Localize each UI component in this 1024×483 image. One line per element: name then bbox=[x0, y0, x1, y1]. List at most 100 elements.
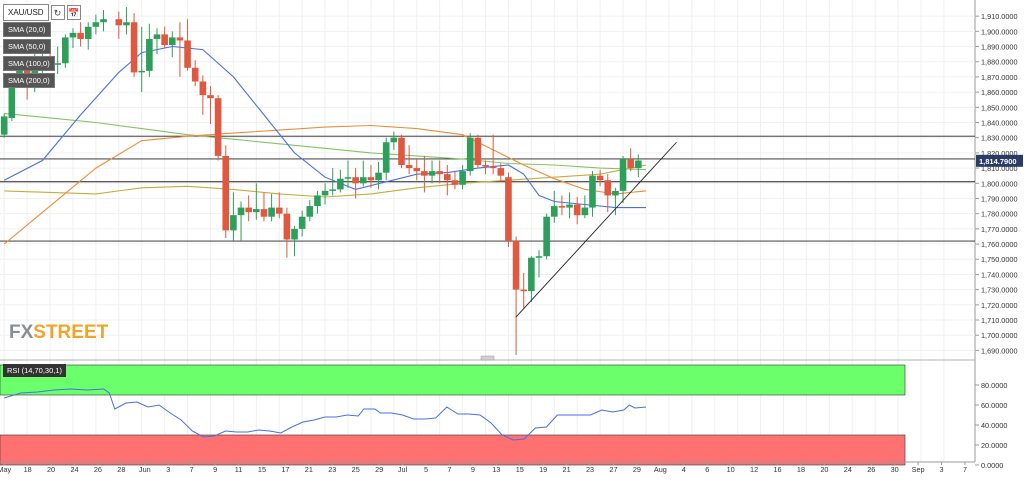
price-tick-label: 1,800.0000 bbox=[981, 179, 1018, 188]
rsi-panel: 80.0000 60.0000 40.0000 20.0000 0.0000 bbox=[0, 364, 1007, 470]
candle-down bbox=[115, 19, 123, 26]
date-tick-label: 19 bbox=[539, 465, 547, 474]
price-tick-label: 1,870.0000 bbox=[981, 73, 1018, 82]
candle-up bbox=[230, 215, 237, 231]
candle-up bbox=[619, 158, 627, 191]
date-tick-label: 30 bbox=[891, 465, 899, 474]
ascending-trendline bbox=[515, 141, 677, 318]
candle-down bbox=[352, 177, 359, 184]
fxstreet-watermark: FXSTREET bbox=[9, 322, 109, 343]
candle-down bbox=[604, 180, 612, 196]
legend-sma100[interactable]: SMA (100,0) bbox=[3, 56, 55, 71]
last-price-tag: 1,814.7900 bbox=[979, 157, 1017, 166]
date-tick-label: 6 bbox=[705, 465, 709, 474]
price-tick-label: 1,780.0000 bbox=[981, 210, 1018, 219]
candle-up bbox=[84, 26, 92, 39]
price-tick-label: 1,840.0000 bbox=[981, 119, 1018, 128]
rsi-legend[interactable]: RSI (14,70,30,1) bbox=[3, 364, 67, 377]
candle-up bbox=[321, 190, 329, 196]
candle-down bbox=[176, 37, 184, 41]
legend-sma20[interactable]: SMA (20,0) bbox=[3, 22, 51, 37]
candle-down bbox=[436, 171, 443, 175]
candle-up bbox=[314, 195, 321, 207]
candle-up bbox=[566, 204, 573, 208]
candle-down bbox=[398, 137, 405, 166]
candle-up bbox=[8, 81, 16, 118]
candle-up bbox=[359, 177, 367, 184]
candle-up bbox=[375, 172, 382, 181]
candle-down bbox=[275, 207, 283, 214]
candle-down bbox=[482, 165, 489, 167]
rsi-line bbox=[4, 388, 647, 441]
candle-up bbox=[550, 206, 558, 217]
candle-up bbox=[589, 175, 596, 208]
candle-up bbox=[535, 256, 543, 258]
price-tick-label: 1,710.0000 bbox=[981, 316, 1018, 325]
date-tick-label: 13 bbox=[492, 465, 500, 474]
calendar-icon[interactable]: 📅 bbox=[66, 5, 81, 20]
candle-up bbox=[581, 207, 589, 216]
candle-up bbox=[459, 171, 466, 185]
candle-up bbox=[337, 178, 344, 190]
legend-sma200[interactable]: SMA (200,0) bbox=[3, 73, 55, 88]
candle-down bbox=[505, 177, 512, 242]
candle-up bbox=[528, 257, 535, 292]
date-tick-label: 24 bbox=[70, 465, 78, 474]
rsi-tick-label: 60.0000 bbox=[981, 401, 1007, 410]
candle-down bbox=[184, 40, 191, 68]
rsi-tick-label: 0.0000 bbox=[981, 461, 1003, 470]
date-tick-label: 23 bbox=[328, 465, 336, 474]
candle-up bbox=[62, 37, 69, 64]
price-plot-area bbox=[0, 4, 975, 358]
candle-up bbox=[390, 137, 398, 143]
price-tick-label: 1,900.0000 bbox=[981, 27, 1018, 36]
price-tick-label: 1,880.0000 bbox=[981, 58, 1018, 67]
date-tick-label: 27 bbox=[609, 465, 617, 474]
candle-down bbox=[520, 289, 528, 292]
date-tick-label: 29 bbox=[375, 465, 383, 474]
candle-up bbox=[428, 171, 436, 176]
price-tick-label: 1,730.0000 bbox=[981, 286, 1018, 295]
candle-down bbox=[413, 168, 421, 172]
candle-down bbox=[497, 168, 505, 176]
candle-up bbox=[466, 137, 474, 172]
candle-up bbox=[168, 37, 176, 46]
price-tick-label: 1,690.0000 bbox=[981, 346, 1018, 355]
candle-down bbox=[367, 177, 375, 181]
price-tick-label: 1,720.0000 bbox=[981, 301, 1018, 310]
date-tick-label: 11 bbox=[235, 465, 243, 474]
date-tick-label: 15 bbox=[258, 465, 266, 474]
legend-sma50[interactable]: SMA (50,0) bbox=[3, 39, 51, 54]
candle-down bbox=[573, 204, 581, 216]
candle-down bbox=[451, 180, 459, 185]
candle-up bbox=[298, 216, 306, 229]
date-tick-label: 12 bbox=[750, 465, 758, 474]
date-tick-label: 15 bbox=[516, 465, 524, 474]
price-tick-label: 1,700.0000 bbox=[981, 331, 1018, 340]
date-tick-label: 7 bbox=[963, 465, 967, 474]
date-tick-label: 18 bbox=[797, 465, 805, 474]
price-tick-label: 1,750.0000 bbox=[981, 255, 1018, 264]
date-tick-label: 7 bbox=[190, 465, 194, 474]
candle-down bbox=[199, 81, 207, 96]
candle-up bbox=[253, 209, 260, 213]
date-tick-label: May bbox=[0, 465, 11, 474]
rsi-overbought-zone bbox=[0, 364, 906, 396]
date-tick-label: 5 bbox=[424, 465, 428, 474]
date-tick-label: 29 bbox=[633, 465, 641, 474]
price-tick-label: 1,820.0000 bbox=[981, 149, 1018, 158]
date-tick-label: 23 bbox=[586, 465, 594, 474]
candle-down bbox=[77, 32, 84, 39]
candle-up bbox=[612, 190, 619, 196]
price-tick-label: 1,790.0000 bbox=[981, 194, 1018, 203]
symbol-label[interactable]: XAU/USD bbox=[3, 4, 49, 21]
refresh-icon[interactable]: ↻ bbox=[50, 5, 65, 20]
date-tick-label: 20 bbox=[820, 465, 828, 474]
price-tag-bg bbox=[976, 154, 1023, 167]
candle-down bbox=[207, 95, 214, 99]
candle-down bbox=[405, 165, 413, 169]
price-tick-label: 1,910.0000 bbox=[981, 12, 1018, 21]
candle-down bbox=[161, 34, 168, 46]
